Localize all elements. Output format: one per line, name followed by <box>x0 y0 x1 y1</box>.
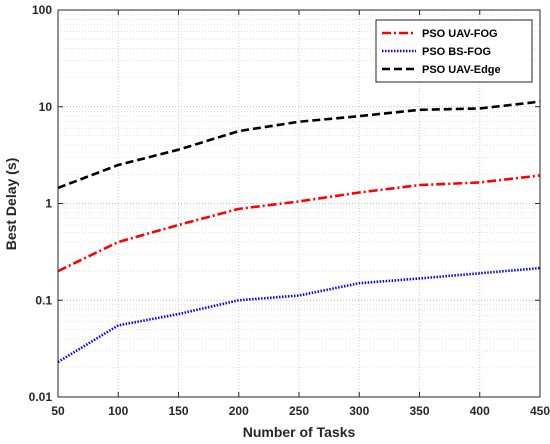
legend: PSO UAV-FOG PSO BS-FOG PSO UAV-Edge <box>375 19 533 83</box>
ticks: 50 100 150 200 250 300 350 400 450 0.01 0.1 1 10 100 <box>29 3 550 418</box>
x-tick-label: 400 <box>470 404 490 418</box>
x-tick-label: 250 <box>289 404 309 418</box>
series-line-pso-uav-edge <box>57 100 541 190</box>
y-tick-label: 0.01 <box>29 390 53 404</box>
y-tick-label: 0.1 <box>35 293 52 307</box>
legend-box <box>375 19 533 83</box>
legend-label: PSO UAV-FOG <box>422 28 498 40</box>
series-line-pso-bs-fog <box>57 266 541 364</box>
x-tick-label: 200 <box>229 404 249 418</box>
legend-label: PSO UAV-Edge <box>422 64 501 76</box>
x-tick-label: 350 <box>409 404 429 418</box>
x-tick-label: 300 <box>349 404 369 418</box>
y-axis-title: Best Delay (s) <box>3 158 19 251</box>
x-tick-label: 100 <box>108 404 128 418</box>
y-tick-label: 1 <box>45 197 52 211</box>
x-tick-label: 150 <box>168 404 188 418</box>
legend-label: PSO BS-FOG <box>422 46 491 58</box>
y-tick-label: 10 <box>39 100 53 114</box>
x-tick-label: 450 <box>530 404 550 418</box>
x-tick-label: 50 <box>51 404 65 418</box>
x-axis-title: Number of Tasks <box>243 424 356 440</box>
y-tick-label: 100 <box>32 3 52 17</box>
series-line-pso-uav-fog <box>57 174 541 273</box>
series-layer <box>57 100 541 364</box>
